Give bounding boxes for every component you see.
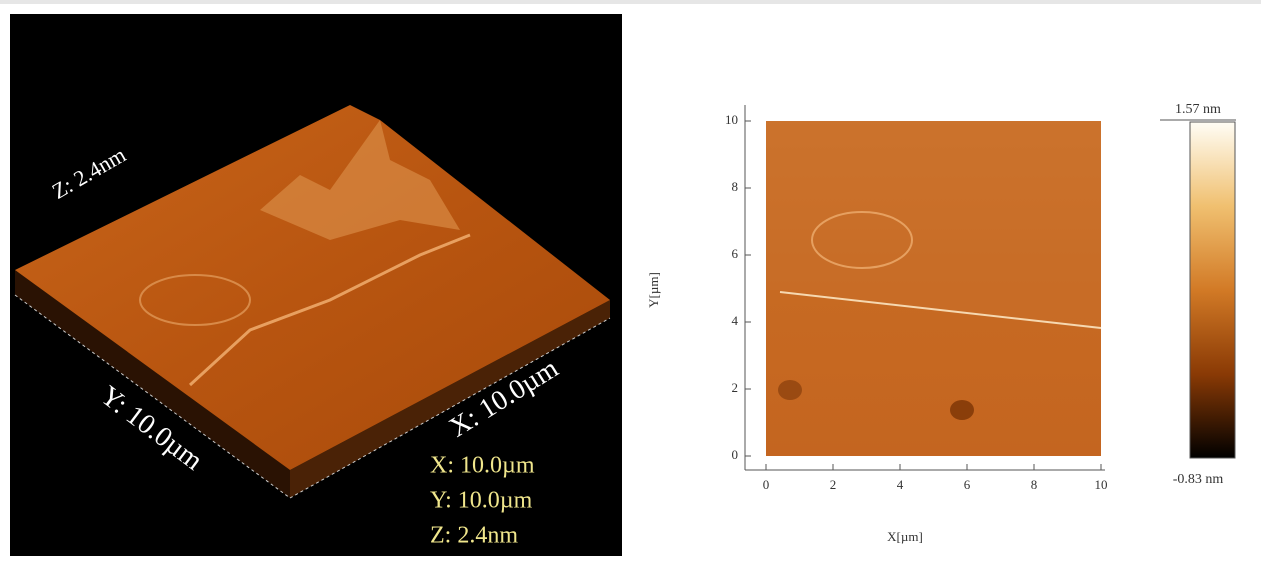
top-border: [0, 0, 1261, 4]
feature: [778, 380, 802, 400]
x-tick-label: 4: [897, 477, 904, 492]
x-axis-label: X[µm]: [887, 529, 923, 544]
x-tick-label: 8: [1031, 477, 1038, 492]
y-axis-label: Y[µm]: [646, 272, 661, 308]
x-tick-label: 10: [1095, 477, 1108, 492]
colorbar: [1190, 122, 1235, 458]
legend-entry: Y: 10.0µm: [430, 488, 533, 514]
y-tick-label: 6: [732, 246, 739, 261]
legend-entry: X: 10.0µm: [430, 453, 535, 479]
y-tick-label: 2: [732, 380, 739, 395]
y-tick-label: 4: [732, 313, 739, 328]
y-tick-label: 0: [732, 447, 739, 462]
y-tick-label: 10: [725, 112, 738, 127]
legend-entry: Z: 2.4nm: [430, 523, 518, 549]
figure: Z: 2.4nm Y: 10.0µm X: 10.0µm X: 10.0µm Y…: [0, 0, 1261, 561]
height-map-panel: Y[µm] X[µm] 1.57 nm -0.83 nm 0 2 4 6 8 10 0 2 4 6…: [646, 102, 1236, 544]
colorbar-min-label: -0.83 nm: [1173, 472, 1224, 487]
feature: [950, 400, 974, 420]
y-tick-label: 8: [732, 179, 739, 194]
colorbar-max-label: 1.57 nm: [1175, 102, 1221, 117]
x-tick-label: 0: [763, 477, 770, 492]
surface-3d-panel: Z: 2.4nm Y: 10.0µm X: 10.0µm X: 10.0µm Y…: [10, 14, 622, 556]
x-tick-label: 6: [964, 477, 971, 492]
x-tick-label: 2: [830, 477, 837, 492]
